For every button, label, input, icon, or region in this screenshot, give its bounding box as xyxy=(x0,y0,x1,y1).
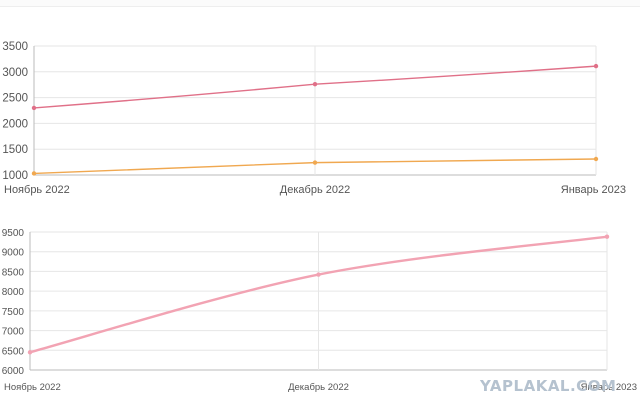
top-divider xyxy=(0,0,640,7)
data-point xyxy=(593,156,599,162)
y-tick-label: 7500 xyxy=(2,307,25,318)
y-tick-label: 3000 xyxy=(2,67,28,79)
y-tick-label: 1500 xyxy=(2,144,28,156)
data-point xyxy=(31,105,37,111)
y-tick-label: 7000 xyxy=(2,327,25,338)
y-tick-label: 2000 xyxy=(2,118,28,130)
data-point xyxy=(27,350,33,355)
data-point xyxy=(604,234,610,239)
chart-top: 1000 1500 2000 2500 3000 3500 Ноябрь 2022 Декаб… xyxy=(2,41,626,196)
data-point xyxy=(31,171,37,176)
y-tick-label: 8000 xyxy=(2,287,25,298)
x-tick-label: Декабрь 2022 xyxy=(280,184,350,196)
y-tick-label: 2500 xyxy=(2,93,28,105)
x-tick-label: Декабрь 2022 xyxy=(288,382,349,393)
x-tick-label: Январь 2023 xyxy=(561,184,626,196)
y-tick-label: 6000 xyxy=(2,366,25,377)
chart-bottom: 6000 6500 7000 7500 8000 8500 9000 9500 Ноябрь 2… xyxy=(2,228,637,393)
y-tick-label: 8500 xyxy=(2,267,25,278)
y-tick-label: 1000 xyxy=(2,170,28,182)
x-tick-label: Ноябрь 2022 xyxy=(4,184,70,196)
data-point xyxy=(593,63,599,69)
y-tick-label: 9500 xyxy=(2,228,25,239)
y-tick-label: 9000 xyxy=(2,248,25,259)
data-point xyxy=(316,272,321,277)
data-point xyxy=(312,160,318,165)
data-point xyxy=(312,81,318,87)
y-tick-label: 6500 xyxy=(2,346,25,357)
watermark-logo: YAPLAKAL.COM xyxy=(480,377,617,395)
y-tick-label: 3500 xyxy=(2,41,28,53)
x-tick-label: Ноябрь 2022 xyxy=(4,382,61,393)
x-tick-label: Январь 2023 xyxy=(581,382,637,393)
